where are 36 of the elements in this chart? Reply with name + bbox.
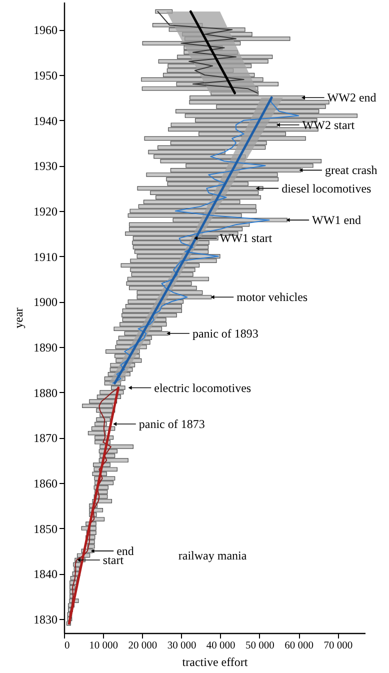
annotation: WW1 start xyxy=(220,231,273,246)
x-tick-label: 40 000 xyxy=(206,640,236,652)
annotation: panic of 1893 xyxy=(192,326,258,340)
x-tick-label: 20 000 xyxy=(128,640,158,652)
y-tick-label: 1930 xyxy=(34,159,58,174)
y-tick-label: 1850 xyxy=(34,522,58,536)
y-tick-label: 1900 xyxy=(34,295,58,310)
x-tick-label: 10 000 xyxy=(89,640,118,652)
y-tick-label: 1860 xyxy=(34,476,58,490)
y-axis-title: year xyxy=(12,308,26,328)
y-tick-label: 1880 xyxy=(34,386,58,400)
annotation: electric locomotives xyxy=(154,380,252,395)
y-tick-label: 1940 xyxy=(34,114,58,128)
annotation: diesel locomotives xyxy=(282,181,372,196)
y-tick-label: 1950 xyxy=(34,68,58,82)
x-tick-label: 70 000 xyxy=(324,640,353,652)
x-tick-label: 60 000 xyxy=(284,640,314,652)
y-tick-label: 1840 xyxy=(34,567,58,582)
annotation: motor vehicles xyxy=(236,290,308,304)
y-tick-label: 1910 xyxy=(34,250,58,264)
annotation: WW2 end xyxy=(327,90,376,105)
annotation: end xyxy=(116,544,134,558)
x-tick-label: 0 xyxy=(64,640,70,652)
y-tick-label: 1830 xyxy=(34,612,58,626)
y-tick-label: 1920 xyxy=(34,204,58,218)
x-axis-title: tractive effort xyxy=(182,655,248,669)
annotation: panic of 1873 xyxy=(138,417,205,432)
annotation: great crash xyxy=(324,163,378,178)
y-tick-label: 1890 xyxy=(34,340,58,354)
y-tick-label: 1870 xyxy=(34,431,58,446)
annotation: railway mania xyxy=(178,548,248,562)
y-tick-label: 1960 xyxy=(34,23,58,38)
x-tick-label: 30 000 xyxy=(167,640,196,652)
annotation: WW1 end xyxy=(312,213,362,228)
annotation: WW2 start xyxy=(302,118,356,132)
x-tick-label: 50 000 xyxy=(246,640,274,652)
